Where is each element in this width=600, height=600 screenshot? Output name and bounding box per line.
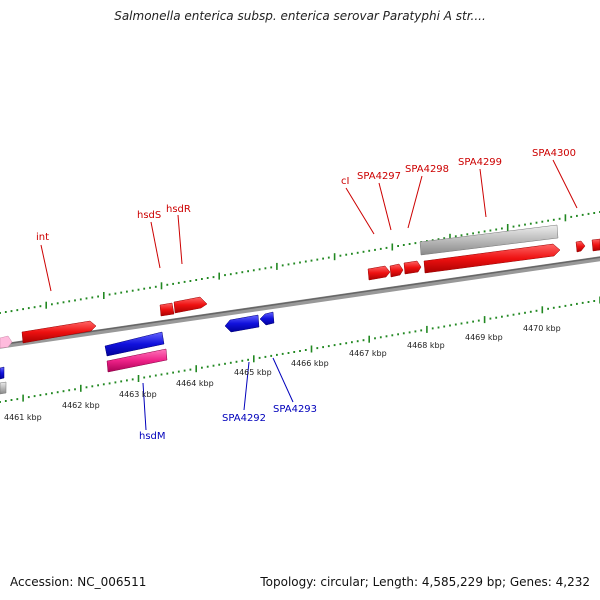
scale-label-4468: 4468 kbp [407, 341, 445, 350]
scale-label-4464: 4464 kbp [176, 379, 214, 388]
forward-gene-labels: int hsdS hsdR cI SPA4297 SPA4298 SPA4299… [36, 148, 576, 243]
map-title: Salmonella enterica subsp. enterica sero… [114, 9, 486, 23]
gene-arrow-SPA4300[interactable] [575, 240, 586, 253]
rna-edge-left[interactable] [0, 335, 13, 349]
scale-label-4466: 4466 kbp [291, 359, 329, 368]
pseudogene-bar[interactable] [419, 224, 559, 256]
scale-label-4461: 4461 kbp [4, 413, 42, 422]
label-leaders [40, 159, 578, 431]
gene-label-int[interactable]: int [36, 232, 49, 243]
gene-arrow-SPA4293[interactable] [259, 311, 275, 326]
gene-label-hsdS[interactable]: hsdS [137, 210, 161, 221]
gene-label-SPA4297[interactable]: SPA4297 [357, 171, 401, 182]
scale-label-4470: 4470 kbp [523, 324, 561, 333]
gene-label-hsdR[interactable]: hsdR [166, 204, 191, 215]
forward-tick-row [0, 211, 600, 314]
gene-arrow-int[interactable] [21, 320, 97, 344]
gene-label-SPA4298[interactable]: SPA4298 [405, 164, 449, 175]
gene-label-SPA4292[interactable]: SPA4292 [222, 413, 266, 424]
gene-arrow-hsdM[interactable] [104, 331, 165, 357]
gene-arrow-hsdS[interactable] [159, 302, 175, 317]
forward-strand-genes [21, 224, 600, 344]
rna-bar[interactable] [106, 348, 168, 373]
gene-label-SPA4300[interactable]: SPA4300 [532, 148, 576, 159]
scale-label-4469: 4469 kbp [465, 333, 503, 342]
scale-labels: 4461 kbp 4462 kbp 4463 kbp 4464 kbp 4465… [4, 324, 561, 422]
genome-summary: Topology: circular; Length: 4,585,229 bp… [260, 575, 590, 589]
reverse-tick-row [0, 296, 600, 403]
gene-arrow-edge[interactable] [591, 238, 600, 252]
backbone [0, 256, 600, 349]
reverse-strand-genes [0, 311, 275, 395]
scale-label-4463: 4463 kbp [119, 390, 157, 399]
gene-label-cI[interactable]: cI [341, 176, 349, 187]
pseudogene-edge-left[interactable] [0, 381, 7, 395]
gene-arrow-SPA4298[interactable] [403, 260, 422, 275]
reverse-gene-labels: hsdM SPA4292 SPA4293 [139, 404, 317, 442]
gene-label-SPA4299[interactable]: SPA4299 [458, 157, 502, 168]
gene-label-hsdM[interactable]: hsdM [139, 431, 166, 442]
gene-arrow-edge-left[interactable] [0, 366, 5, 380]
scale-label-4465: 4465 kbp [234, 368, 272, 377]
gene-label-SPA4293[interactable]: SPA4293 [273, 404, 317, 415]
gene-arrow-cI[interactable] [367, 265, 391, 281]
scale-label-4467: 4467 kbp [349, 349, 387, 358]
gene-arrow-SPA4297[interactable] [389, 263, 404, 278]
scale-label-4462: 4462 kbp [62, 401, 100, 410]
gene-arrow-SPA4292[interactable] [224, 314, 260, 333]
gene-arrow-SPA4299[interactable] [423, 243, 561, 274]
accession-text: Accession: NC_006511 [10, 575, 147, 589]
gene-arrow-hsdR[interactable] [173, 296, 208, 314]
